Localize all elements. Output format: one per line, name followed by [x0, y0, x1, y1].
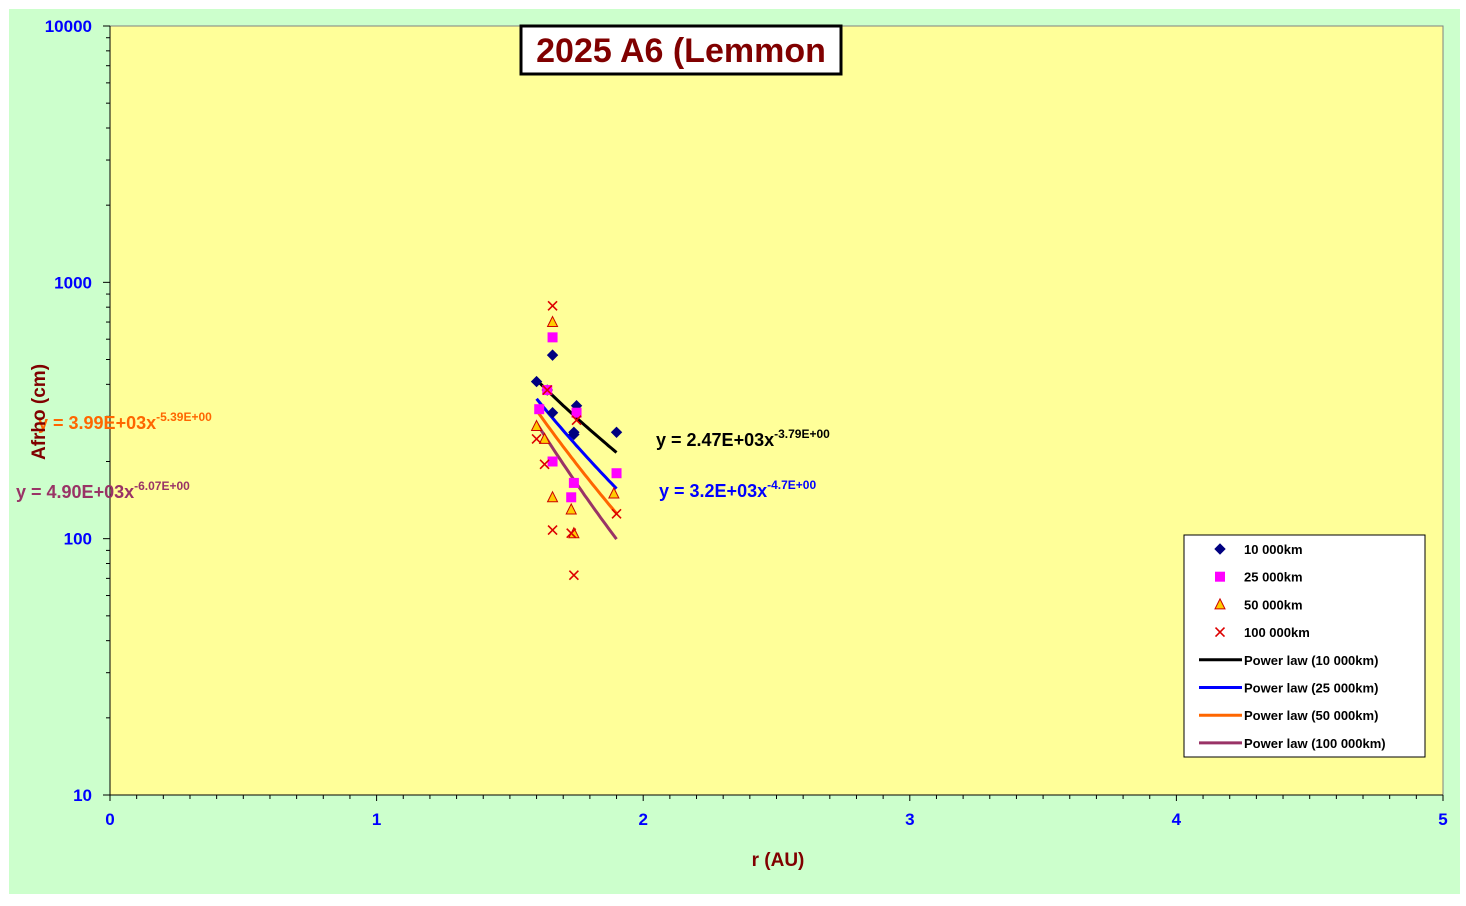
x-marker-stroke — [531, 433, 542, 444]
x-tick-label: 3 — [905, 810, 914, 829]
data-point — [546, 349, 559, 361]
data-point — [530, 419, 543, 432]
x-tick-label: 5 — [1438, 810, 1447, 829]
legend-label: Power law (10 000km) — [1244, 653, 1378, 668]
data-point — [566, 492, 577, 503]
x-tick-label: 1 — [372, 810, 381, 829]
title-group: 2025 A6 (Lemmon — [519, 24, 843, 76]
legend-label: Power law (100 000km) — [1244, 736, 1386, 751]
data-point — [568, 477, 579, 488]
legend-box — [1183, 534, 1426, 758]
legend-label: 50 000km — [1244, 597, 1303, 612]
chart-title-box — [519, 24, 843, 76]
legend-label: Power law (25 000km) — [1244, 681, 1378, 696]
axes-group: 0 1 2 3 4 5 10 100 1000 10000 — [45, 17, 1448, 829]
trendline-equation: y = 3.2E+03x-4.7E+00 — [659, 478, 816, 501]
data-point — [565, 502, 578, 515]
x-marker-stroke — [547, 300, 558, 311]
y-tick-label: 10 — [73, 786, 92, 805]
data-point — [608, 486, 620, 499]
legend-marker — [1215, 571, 1225, 582]
data-point — [611, 508, 622, 519]
y-axis-title: Afrho (cm) — [29, 364, 50, 460]
data-point — [546, 315, 559, 328]
data-point — [571, 415, 582, 426]
x-axis-title: r (AU) — [752, 850, 805, 871]
x-marker-stroke — [568, 570, 579, 581]
y-tick-label: 100 — [64, 530, 92, 549]
data-point — [547, 332, 558, 343]
y-tick-label: 10000 — [45, 17, 92, 36]
data-point — [534, 404, 545, 415]
x-marker-stroke — [1214, 627, 1226, 638]
legend-marker — [1214, 543, 1226, 555]
x-marker-stroke — [571, 415, 582, 426]
data-point — [547, 456, 558, 467]
legend: 10 000km 25 000km 50 000km 100 000km Power l… — [1183, 534, 1426, 758]
x-marker-stroke — [566, 528, 577, 539]
x-tick-label: 0 — [105, 810, 114, 829]
x-marker-stroke — [547, 525, 558, 536]
equations-group: y = 2.47E+03x-3.79E+00 y = 3.2E+03x-4.7E+… — [16, 410, 830, 502]
x-tick-label: 4 — [1172, 810, 1182, 829]
trendline-equation: y = 4.90E+03x-6.07E+00 — [16, 479, 190, 502]
x-tick-label: 2 — [638, 810, 647, 829]
legend-label: Power law (50 000km) — [1244, 708, 1378, 723]
trendline-equation: y = 2.47E+03x-3.79E+00 — [656, 427, 830, 450]
data-point — [546, 490, 559, 503]
y-tick-label: 1000 — [54, 273, 92, 292]
data-point — [546, 407, 559, 419]
points-group — [530, 300, 623, 581]
legend-label: 25 000km — [1244, 570, 1303, 585]
legend-marker — [1214, 627, 1226, 638]
chart-title: 2025 A6 (Lemmon — [536, 32, 826, 70]
data-point — [530, 375, 543, 388]
legend-label: 100 000km — [1244, 625, 1310, 640]
data-point — [611, 468, 622, 479]
data-point — [566, 528, 577, 539]
data-point — [531, 433, 542, 444]
x-marker-stroke — [539, 459, 550, 470]
data-point — [547, 525, 558, 536]
data-point — [539, 459, 550, 470]
legend-marker — [1214, 597, 1226, 610]
data-point — [542, 384, 553, 396]
data-point — [538, 432, 551, 444]
data-point — [547, 300, 558, 311]
x-marker-stroke — [611, 508, 622, 519]
data-point — [610, 426, 623, 439]
trendline-equation: y = 3.99E+03x-5.39E+00 — [38, 410, 212, 433]
data-point — [568, 428, 580, 441]
x-marker-stroke — [542, 384, 553, 396]
trendline — [535, 409, 618, 515]
data-point — [568, 570, 579, 581]
data-point — [571, 407, 582, 418]
legend-label: 10 000km — [1244, 542, 1303, 557]
